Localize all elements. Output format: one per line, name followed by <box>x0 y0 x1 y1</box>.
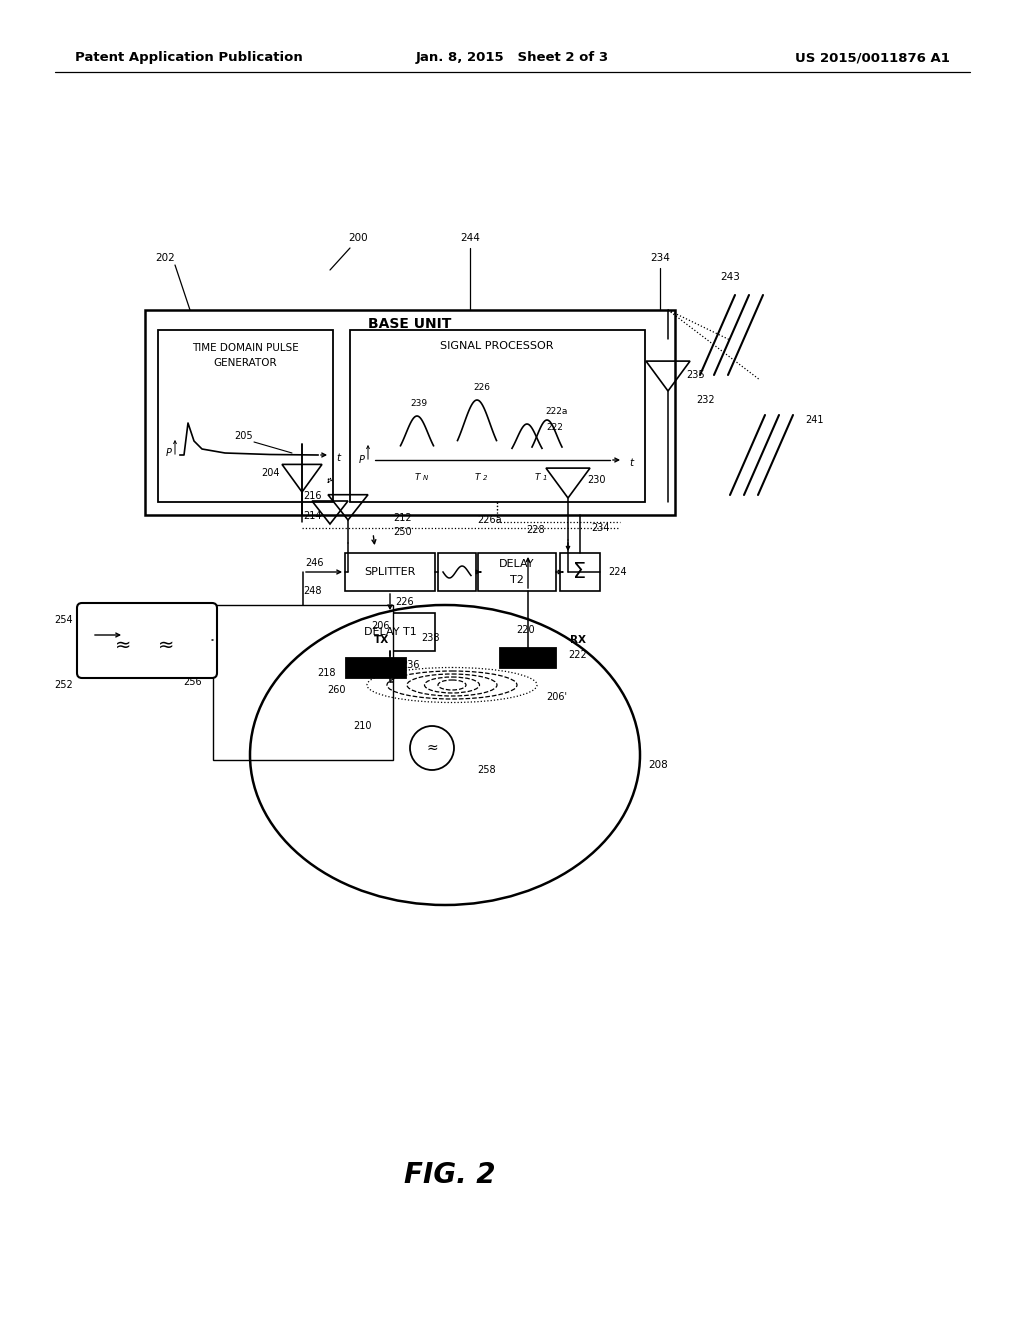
Text: 246: 246 <box>306 558 325 568</box>
Text: T: T <box>474 474 480 483</box>
Text: T: T <box>535 474 540 483</box>
Text: t: t <box>336 453 340 463</box>
Text: RX: RX <box>570 635 586 645</box>
Text: 2: 2 <box>482 475 487 480</box>
Text: 232: 232 <box>696 395 716 405</box>
Bar <box>438 553 476 591</box>
Bar <box>350 330 645 502</box>
Text: US 2015/0011876 A1: US 2015/0011876 A1 <box>795 51 950 65</box>
Text: T2: T2 <box>510 576 524 585</box>
Text: P: P <box>166 447 172 458</box>
Text: 224: 224 <box>608 568 628 577</box>
Text: 1: 1 <box>543 475 547 480</box>
Text: 202: 202 <box>155 253 175 263</box>
Text: 230: 230 <box>587 475 605 484</box>
Text: 216: 216 <box>303 491 322 502</box>
Text: 244: 244 <box>460 234 480 243</box>
Text: 226: 226 <box>473 384 490 392</box>
Text: 206: 206 <box>372 620 390 631</box>
Text: SPLITTER: SPLITTER <box>365 568 416 577</box>
Bar <box>560 553 600 591</box>
Text: 248: 248 <box>304 586 323 597</box>
Text: ≈: ≈ <box>426 741 438 755</box>
Text: 243: 243 <box>720 272 740 282</box>
Text: 222a: 222a <box>546 408 568 417</box>
Text: 256: 256 <box>183 677 203 686</box>
Text: FIG. 2: FIG. 2 <box>404 1162 496 1189</box>
Text: 205: 205 <box>234 432 253 441</box>
Text: Patent Application Publication: Patent Application Publication <box>75 51 303 65</box>
Text: Jan. 8, 2015   Sheet 2 of 3: Jan. 8, 2015 Sheet 2 of 3 <box>416 51 608 65</box>
Text: DELAY T1: DELAY T1 <box>364 627 417 638</box>
Text: t: t <box>629 458 633 469</box>
Text: TIME DOMAIN PULSE: TIME DOMAIN PULSE <box>191 343 298 352</box>
Text: 206': 206' <box>547 692 567 702</box>
Text: 250: 250 <box>393 527 413 537</box>
Text: 210: 210 <box>352 721 372 731</box>
Text: 258: 258 <box>477 766 497 775</box>
Text: 235: 235 <box>687 370 706 380</box>
Bar <box>345 612 435 651</box>
Text: 226: 226 <box>395 597 415 607</box>
Text: T: T <box>415 474 420 483</box>
Text: 241: 241 <box>806 414 824 425</box>
Text: BASE UNIT: BASE UNIT <box>369 317 452 331</box>
Text: 260: 260 <box>327 685 345 696</box>
Bar <box>500 648 556 668</box>
Text: 218: 218 <box>316 668 335 678</box>
Text: 252: 252 <box>54 680 74 690</box>
Text: Σ: Σ <box>573 562 587 582</box>
Text: 228: 228 <box>526 525 546 535</box>
Text: 208: 208 <box>648 760 668 770</box>
Text: P: P <box>359 455 365 465</box>
Text: 222: 222 <box>547 424 563 433</box>
Bar <box>346 657 406 678</box>
Text: SIGNAL PROCESSOR: SIGNAL PROCESSOR <box>440 341 554 351</box>
Bar <box>213 605 393 760</box>
Text: 214: 214 <box>303 511 322 521</box>
Text: 254: 254 <box>54 615 74 624</box>
FancyBboxPatch shape <box>77 603 217 678</box>
Bar <box>158 330 333 502</box>
Text: 226a: 226a <box>477 515 503 525</box>
Text: ≈: ≈ <box>159 635 175 655</box>
Text: 238: 238 <box>422 634 440 643</box>
Text: 239: 239 <box>411 400 428 408</box>
Text: 204: 204 <box>261 469 280 478</box>
Text: 236: 236 <box>400 660 419 671</box>
Bar <box>478 553 556 591</box>
Text: 212: 212 <box>393 513 413 523</box>
Text: 200: 200 <box>348 234 368 243</box>
Text: GENERATOR: GENERATOR <box>213 358 276 368</box>
Text: DELAY: DELAY <box>500 558 535 569</box>
Bar <box>345 553 435 591</box>
Bar <box>145 310 675 515</box>
Text: 234: 234 <box>591 523 609 533</box>
Text: ≈: ≈ <box>116 635 132 655</box>
Text: 222: 222 <box>568 649 588 660</box>
Text: 234: 234 <box>650 253 670 263</box>
Text: TX: TX <box>374 635 389 645</box>
Text: N: N <box>422 475 428 480</box>
Text: 220: 220 <box>517 624 536 635</box>
